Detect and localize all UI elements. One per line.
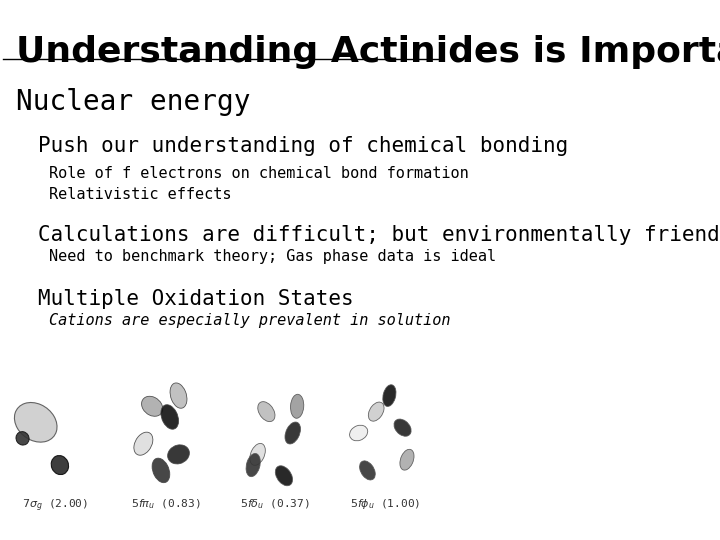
Ellipse shape [168, 445, 189, 464]
Text: $5f\delta_u$ (0.37): $5f\delta_u$ (0.37) [240, 497, 310, 511]
Text: Push our understanding of chemical bonding: Push our understanding of chemical bondi… [38, 137, 568, 157]
Ellipse shape [250, 443, 266, 465]
Text: Calculations are difficult; but environmentally friendly: Calculations are difficult; but environm… [38, 225, 720, 245]
Ellipse shape [350, 425, 368, 441]
Ellipse shape [369, 402, 384, 421]
Text: Relativistic effects: Relativistic effects [49, 187, 231, 202]
Text: Understanding Actinides is Important …: Understanding Actinides is Important … [16, 35, 720, 69]
Ellipse shape [246, 454, 261, 477]
Text: $5f\phi_u$ (1.00): $5f\phi_u$ (1.00) [350, 497, 420, 511]
Ellipse shape [142, 396, 163, 416]
Ellipse shape [290, 394, 304, 418]
Ellipse shape [14, 402, 57, 442]
Text: Nuclear energy: Nuclear energy [16, 88, 251, 116]
Ellipse shape [16, 431, 29, 445]
Text: $5f\pi_u$ (0.83): $5f\pi_u$ (0.83) [130, 497, 200, 511]
Text: $7\sigma_g$ (2.00): $7\sigma_g$ (2.00) [22, 497, 89, 514]
Ellipse shape [275, 466, 292, 486]
Ellipse shape [161, 404, 179, 429]
Ellipse shape [359, 461, 375, 480]
Ellipse shape [51, 456, 68, 475]
Text: Need to benchmark theory; Gas phase data is ideal: Need to benchmark theory; Gas phase data… [49, 248, 496, 264]
Text: Cations are especially prevalent in solution: Cations are especially prevalent in solu… [49, 313, 451, 328]
Ellipse shape [258, 402, 275, 422]
Ellipse shape [394, 419, 411, 436]
Ellipse shape [285, 422, 300, 444]
Text: Role of f electrons on chemical bond formation: Role of f electrons on chemical bond for… [49, 166, 469, 181]
Ellipse shape [400, 449, 414, 470]
Ellipse shape [383, 384, 396, 407]
Ellipse shape [152, 458, 170, 483]
Ellipse shape [134, 432, 153, 455]
Ellipse shape [170, 383, 187, 408]
Text: Multiple Oxidation States: Multiple Oxidation States [38, 289, 354, 309]
